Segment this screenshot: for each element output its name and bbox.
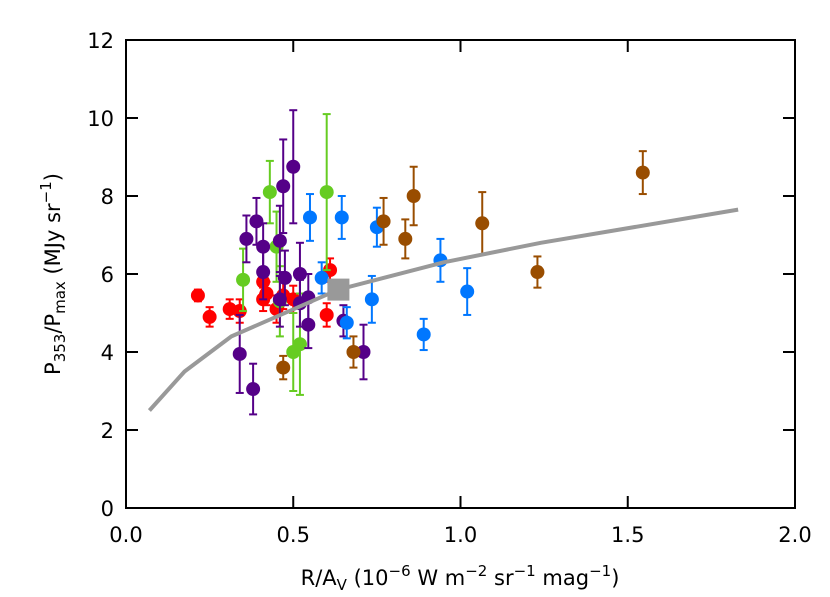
point — [272, 292, 287, 307]
point — [346, 345, 361, 359]
point — [376, 214, 391, 229]
x-tick-label: 2.0 — [778, 523, 811, 547]
point — [256, 265, 271, 280]
point — [302, 210, 317, 225]
x-tick-label: 0.0 — [109, 523, 142, 547]
point — [236, 272, 251, 287]
point — [232, 346, 247, 361]
point — [276, 179, 291, 194]
square-marker — [327, 278, 350, 301]
point — [292, 267, 307, 281]
point — [277, 270, 292, 285]
point — [276, 360, 291, 375]
point — [286, 159, 301, 174]
point — [406, 189, 421, 203]
point — [202, 309, 217, 324]
point — [475, 216, 490, 231]
plot-frame — [125, 39, 796, 509]
y-tick-label: 2 — [101, 419, 114, 443]
point — [530, 265, 545, 280]
point — [416, 327, 431, 342]
x-axis-label: R/AV (10−6 W m−2 sr−1 mag−1) — [301, 562, 620, 593]
x-tick-label: 0.5 — [277, 523, 310, 547]
y-axis-label: P353/Pmax (MJy sr−1) — [37, 173, 69, 375]
y-tick-label: 6 — [101, 263, 114, 287]
point — [334, 210, 349, 225]
point — [339, 315, 354, 330]
y-tick-label: 8 — [101, 185, 114, 209]
y-tick-label: 4 — [101, 341, 114, 365]
y-tick-label: 0 — [101, 497, 114, 521]
point — [319, 185, 334, 200]
point — [272, 233, 287, 248]
x-tick-label: 1.5 — [611, 523, 644, 547]
point — [249, 214, 264, 229]
point — [398, 231, 413, 246]
point — [190, 288, 205, 303]
point — [460, 284, 475, 299]
point — [292, 337, 307, 352]
point — [635, 165, 650, 180]
point — [356, 345, 371, 359]
point — [301, 317, 316, 332]
point — [364, 292, 379, 307]
point — [314, 270, 329, 285]
y-tick-label: 12 — [87, 29, 114, 53]
point — [246, 382, 261, 397]
point — [239, 231, 254, 246]
x-tick-label: 1.0 — [444, 523, 477, 547]
point — [319, 307, 334, 322]
y-tick-label: 10 — [87, 107, 114, 131]
point — [262, 185, 277, 200]
